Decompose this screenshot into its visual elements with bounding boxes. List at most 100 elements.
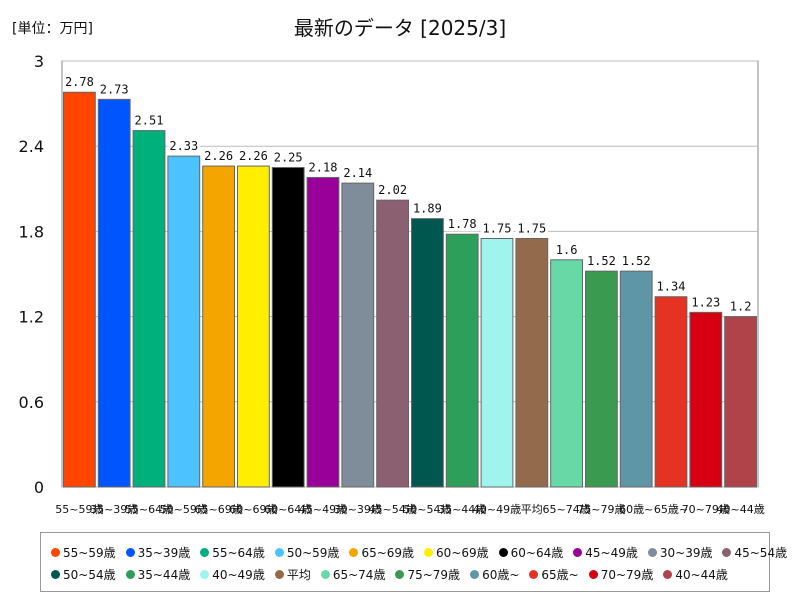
legend-label: 45~49歳 (585, 545, 638, 560)
legend-item: 35~39歳 (125, 544, 191, 561)
bar (306, 176, 340, 488)
legend-item: 50~59歳 (274, 544, 340, 561)
x-tick-label: 40~44歳 (716, 503, 764, 516)
x-tick-label: 35~44歳 (438, 503, 486, 516)
x-tick-label: 45~54歳 (368, 503, 416, 516)
legend-label: 50~59歳 (286, 545, 340, 560)
data-label-bg (727, 297, 754, 314)
legend-dot-icon (470, 569, 480, 579)
bar (445, 233, 479, 488)
data-label-bg (341, 164, 375, 181)
x-tick-label: 60歳~ (619, 503, 653, 516)
legend-dot-icon (274, 569, 284, 579)
legend-dot-icon (529, 569, 539, 579)
legend-item: 65~74歳 (320, 566, 385, 583)
legend-item: 70~79歳 (588, 566, 653, 583)
chart-legend: 55~59歳 35~39歳 55~64歳 50~59歳 65~69歳 60~69歳 60~6… (40, 532, 787, 592)
data-label: 2.02 (378, 183, 407, 197)
data-label: 1.75 (483, 222, 512, 236)
bar (271, 167, 305, 488)
y-tick-label: 3 (34, 52, 44, 71)
plot-area (61, 60, 759, 488)
legend-label: 30~39歳 (659, 545, 713, 560)
data-label-bg (271, 148, 305, 165)
chart-title: 最新のデータ [2025/3] (293, 16, 507, 40)
bar (63, 91, 96, 488)
data-label: 2.78 (65, 75, 94, 89)
x-tick-label: 75~79歳 (577, 503, 625, 516)
x-tick-label: 65~74歳 (542, 503, 590, 516)
bar (341, 182, 375, 488)
data-label-bg (480, 219, 514, 236)
x-tick-label: 60~69歳 (229, 503, 277, 516)
x-tick-label: 40~49歳 (473, 503, 521, 516)
bar (411, 218, 444, 488)
legend-item: 55~59歳 (51, 544, 116, 561)
data-label: 1.78 (448, 217, 477, 231)
data-label: 2.73 (100, 82, 129, 96)
data-label-bg (376, 181, 409, 198)
legend-dot-icon (395, 569, 405, 579)
legend-item: 平均 (274, 566, 311, 583)
legend-dot-icon (588, 569, 598, 579)
legend-label: 60~64歳 (510, 545, 564, 560)
x-tick-label: 45~49歳 (299, 503, 347, 516)
legend-label: 55~59歳 (63, 545, 116, 560)
data-label: 1.75 (517, 222, 546, 236)
legend-label: 35~39歳 (137, 545, 191, 560)
legend-label: 35~44歳 (137, 567, 191, 582)
bar (515, 238, 549, 488)
data-label-bg (553, 240, 580, 257)
legend-label: 55~64歳 (212, 545, 265, 560)
legend-dot-icon (200, 569, 210, 579)
data-label: 2.26 (204, 149, 233, 163)
bar (619, 270, 653, 488)
data-label: 2.18 (309, 160, 338, 174)
x-tick-label: 50~54歳 (403, 503, 451, 516)
data-label-bg (97, 80, 131, 97)
y-tick-label: 2.4 (19, 137, 44, 156)
bar (480, 238, 514, 488)
legend-row: 50~54歳 35~44歳 40~49歳 平均 65~74歳 75~79歳 60歳~ 65歳~… (51, 563, 759, 585)
legend-dot-icon (51, 547, 60, 557)
legend-label: 60~69歳 (436, 545, 489, 560)
data-label: 1.2 (730, 300, 752, 314)
legend-label: 75~79歳 (407, 567, 461, 582)
data-label: 1.6 (556, 243, 578, 257)
legend-dot-icon (663, 569, 673, 579)
legend-dot-icon (200, 547, 210, 557)
legend-item: 60歳~ (470, 566, 519, 583)
unit-label: [単位：万円] (12, 21, 93, 37)
x-tick-label: 55~64歳 (125, 503, 173, 516)
data-label: 1.52 (587, 254, 616, 268)
legend-item: 45~54歳 (722, 544, 787, 561)
x-tick-label: 平均 (521, 503, 543, 516)
data-label-bg (306, 158, 340, 175)
legend-label: 50~54歳 (63, 567, 116, 582)
bar (550, 259, 584, 488)
x-tick-label: 70~79歳 (682, 503, 730, 516)
legend-item: 65歳~ (529, 566, 579, 583)
data-label-bg (585, 252, 618, 269)
legend-row: 55~59歳 35~39歳 55~64歳 50~59歳 65~69歳 60~69歳 60~6… (51, 541, 787, 563)
legend-dot-icon (274, 547, 284, 557)
legend-item: 45~49歳 (573, 544, 638, 561)
bar (97, 98, 131, 488)
data-label-bg (619, 252, 653, 269)
legend-dot-icon (320, 569, 330, 579)
legend-dot-icon (349, 547, 359, 557)
legend-label: 60歳~ (482, 567, 520, 582)
data-label-bg (411, 199, 444, 216)
legend-item: 50~54歳 (51, 566, 116, 583)
legend-item: 55~64歳 (200, 544, 265, 561)
x-tick-label: 30~39歳 (334, 503, 382, 516)
x-tick-label: 35~39歳 (90, 503, 138, 516)
bar (167, 155, 201, 488)
legend-item: 40~44歳 (663, 566, 728, 583)
legend-dot-icon (125, 547, 135, 557)
data-label-bg (515, 219, 549, 236)
x-tick-label: 65歳~ (654, 503, 688, 516)
data-label-bg (237, 147, 270, 164)
legend-item: 75~79歳 (395, 566, 460, 583)
bar (724, 316, 758, 488)
